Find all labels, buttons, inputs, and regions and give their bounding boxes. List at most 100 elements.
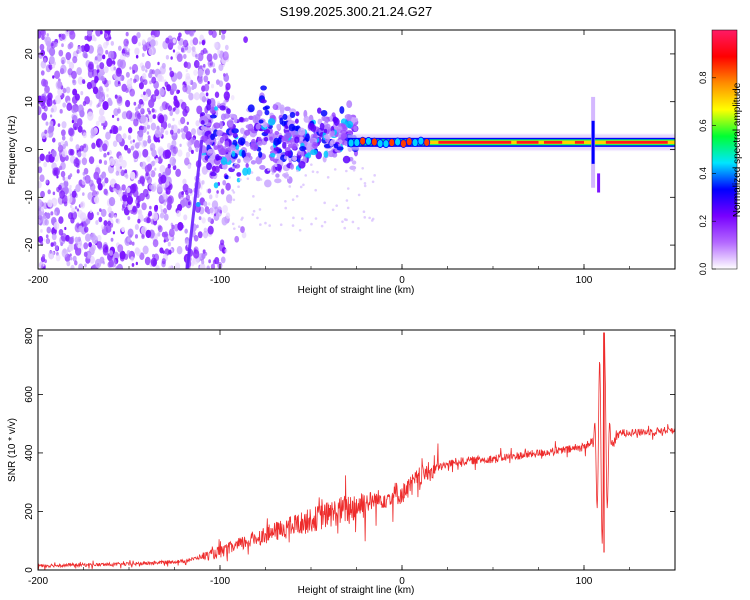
- noise-blob: [77, 244, 81, 249]
- y-tick-label: 600: [24, 386, 35, 403]
- faint-point: [345, 169, 348, 173]
- noise-blob: [241, 231, 247, 239]
- noise-blob: [102, 244, 109, 253]
- faint-point: [301, 217, 304, 220]
- noise-blob: [148, 184, 153, 190]
- transition-blob: [276, 123, 281, 130]
- noise-blob: [134, 224, 139, 231]
- noise-blob: [143, 91, 146, 96]
- noise-blob: [234, 235, 240, 243]
- tone-hot-segment: [574, 140, 584, 144]
- noise-blob: [50, 211, 54, 216]
- noise-blob: [154, 89, 160, 97]
- noise-blob: [199, 34, 204, 42]
- noise-blob: [47, 92, 53, 101]
- tone-bead: [359, 136, 367, 146]
- noise-blob: [223, 73, 226, 77]
- transition-blob: [248, 115, 254, 121]
- noise-blob: [139, 192, 145, 202]
- noise-blob: [115, 218, 119, 223]
- noise-blob: [46, 33, 49, 37]
- transition-blob: [340, 129, 347, 135]
- noise-blob: [222, 179, 227, 186]
- noise-blob: [39, 43, 45, 51]
- transition-blob: [255, 123, 261, 130]
- noise-blob: [98, 107, 105, 116]
- transition-blob: [351, 117, 359, 123]
- noise-blob: [168, 265, 173, 269]
- noise-blob: [78, 225, 83, 233]
- noise-blob: [155, 157, 159, 163]
- faint-point: [234, 162, 237, 166]
- noise-blob: [51, 233, 57, 241]
- faint-point: [286, 176, 290, 180]
- noise-blob: [79, 109, 85, 118]
- noise-blob: [174, 100, 180, 108]
- transition-blob: [219, 105, 226, 111]
- transition-blob: [288, 123, 296, 132]
- transition-blob: [255, 176, 261, 182]
- snr-x-label: Height of straight line (km): [298, 585, 415, 596]
- noise-blob: [108, 259, 114, 268]
- faint-point: [229, 200, 232, 204]
- noise-blob: [57, 123, 61, 127]
- noise-blob: [165, 102, 170, 110]
- noise-blob: [125, 50, 131, 58]
- noise-blob: [161, 231, 166, 238]
- noise-blob: [142, 93, 149, 102]
- transition-blob: [330, 139, 336, 145]
- transition-blob: [279, 107, 285, 116]
- noise-blob: [152, 239, 159, 248]
- noise-blob: [148, 47, 154, 56]
- tone-hot-segment: [605, 140, 668, 144]
- noise-blob: [98, 216, 103, 223]
- noise-blob: [153, 95, 156, 99]
- noise-blob: [214, 91, 220, 98]
- noise-blob: [137, 129, 144, 138]
- noise-blob: [101, 122, 104, 127]
- noise-blob: [199, 192, 202, 196]
- noise-blob: [43, 91, 47, 96]
- noise-blob: [48, 64, 53, 70]
- faint-point: [291, 198, 295, 201]
- faint-point: [302, 183, 305, 187]
- transition-blob: [294, 136, 300, 144]
- faint-point: [259, 223, 262, 226]
- noise-blob: [126, 187, 131, 194]
- noise-blob: [177, 149, 183, 157]
- noise-blob: [197, 76, 203, 85]
- noise-blob: [230, 94, 235, 101]
- transition-blob: [294, 118, 299, 124]
- spectrogram-x-ticks: -200 -100 0 100: [28, 30, 676, 286]
- noise-blob: [180, 45, 186, 54]
- noise-blob: [61, 121, 67, 129]
- noise-blob: [58, 142, 62, 147]
- noise-blob: [182, 178, 187, 185]
- faint-point: [323, 201, 326, 205]
- noise-blob: [131, 63, 139, 73]
- faint-point: [288, 185, 292, 188]
- noise-blob: [146, 131, 150, 135]
- noise-blob: [182, 183, 189, 193]
- noise-blob: [94, 56, 98, 61]
- faint-point: [331, 208, 335, 212]
- noise-blob: [43, 105, 48, 112]
- noise-blob: [165, 187, 171, 195]
- noise-blob: [245, 163, 249, 168]
- colorbar-tick-label: 0.6: [698, 119, 708, 132]
- noise-blob: [110, 237, 114, 242]
- transition-blob: [245, 142, 250, 147]
- transition-blob: [340, 133, 348, 140]
- noise-blob: [88, 61, 94, 70]
- noise-blob: [38, 219, 41, 225]
- noise-blob: [45, 239, 50, 245]
- noise-blob: [77, 151, 82, 158]
- noise-blob: [59, 109, 63, 114]
- noise-blob: [70, 264, 75, 269]
- x-tick-label: 100: [576, 275, 593, 286]
- noise-blob: [38, 235, 44, 244]
- noise-blob: [108, 80, 112, 85]
- x-tick-label: 100: [576, 576, 593, 587]
- spectrogram-x-label: Height of straight line (km): [298, 285, 415, 296]
- noise-blob: [193, 69, 198, 76]
